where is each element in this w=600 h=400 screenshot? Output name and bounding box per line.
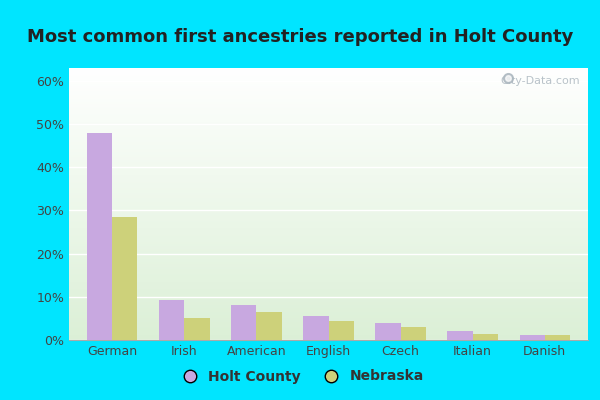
Bar	[473, 334, 498, 340]
Bar	[159, 300, 184, 340]
Bar	[87, 133, 112, 340]
Bar	[545, 335, 570, 340]
Bar	[112, 217, 137, 340]
Legend: Holt County, Nebraska: Holt County, Nebraska	[171, 364, 429, 389]
Bar	[401, 327, 426, 340]
Bar	[256, 312, 281, 340]
Text: City-Data.com: City-Data.com	[500, 76, 580, 86]
Bar	[184, 318, 209, 340]
Bar	[520, 335, 545, 340]
Text: Most common first ancestries reported in Holt County: Most common first ancestries reported in…	[27, 28, 573, 46]
Bar	[303, 316, 329, 340]
Bar	[329, 320, 354, 340]
Bar	[231, 304, 256, 340]
Bar	[448, 331, 473, 340]
Bar	[376, 323, 401, 340]
